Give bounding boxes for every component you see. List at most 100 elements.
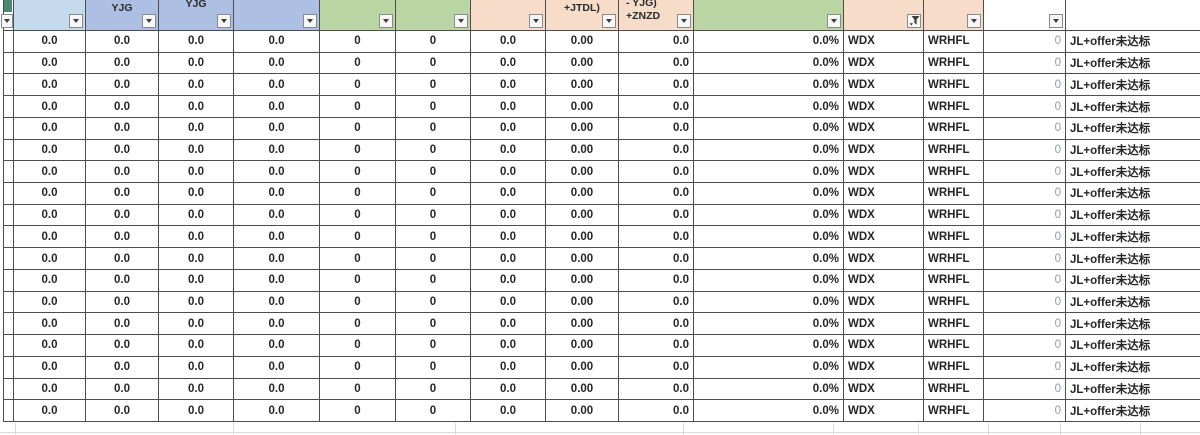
cell-r11-col-1[interactable] [4, 248, 14, 270]
cell-r3-col-13[interactable]: WRHFL [924, 74, 984, 97]
cell-r6-col-1[interactable] [4, 139, 14, 162]
cell-r7-col-6[interactable]: 0 [320, 161, 396, 184]
cell-r13-col-7[interactable]: 0 [396, 291, 471, 314]
cell-r16-col-13[interactable]: WRHFL [924, 356, 984, 379]
cell-r9-col-11[interactable]: 0.0% [694, 204, 844, 227]
cell-r2-col-13[interactable]: WRHFL [924, 52, 984, 75]
cell-r12-col-2[interactable]: 0.0 [14, 269, 86, 292]
cell-r11-col-2[interactable]: 0.0 [14, 248, 86, 270]
cell-r5-col-7[interactable]: 0 [396, 117, 471, 140]
cell-r4-col-1[interactable] [4, 96, 14, 118]
cell-r7-col-9[interactable]: 0.00 [546, 161, 619, 184]
cell-r7-col-11[interactable]: 0.0% [694, 161, 844, 184]
cell-r10-col-7[interactable]: 0 [396, 226, 471, 249]
filter-dropdown-button-col-11[interactable] [827, 14, 841, 28]
filter-dropdown-button-col-10[interactable] [677, 14, 691, 28]
cell-r2-col-10[interactable]: 0.0 [619, 52, 694, 75]
cell-r6-col-8[interactable]: 0.0 [471, 139, 546, 162]
cell-r3-col-10[interactable]: 0.0 [619, 74, 694, 97]
cell-r18-col-9[interactable]: 0.00 [546, 400, 619, 422]
cell-r17-col-15[interactable]: JL+offer未达标 [1066, 379, 1200, 401]
cell-r5-col-12[interactable]: WDX [844, 117, 924, 140]
cell-r16-col-10[interactable]: 0.0 [619, 356, 694, 379]
cell-r5-col-13[interactable]: WRHFL [924, 117, 984, 140]
cell-r17-col-6[interactable]: 0 [320, 378, 396, 401]
cell-r7-col-5[interactable]: 0.0 [234, 161, 320, 184]
cell-r13-col-5[interactable]: 0.0 [234, 291, 320, 314]
cell-r1-col-5[interactable]: 0.0 [234, 31, 320, 53]
cell-r5-col-9[interactable]: 0.00 [546, 117, 619, 140]
cell-r15-col-12[interactable]: WDX [844, 335, 924, 357]
cell-r18-col-7[interactable]: 0 [396, 400, 471, 422]
filter-dropdown-button-col-13[interactable] [967, 14, 981, 28]
cell-r10-col-13[interactable]: WRHFL [924, 226, 984, 249]
cell-r16-col-1[interactable] [4, 356, 14, 379]
cell-r12-col-11[interactable]: 0.0% [694, 269, 844, 292]
cell-r11-col-5[interactable]: 0.0 [234, 248, 320, 270]
cell-r16-col-7[interactable]: 0 [396, 356, 471, 379]
cell-r18-col-13[interactable]: WRHFL [924, 400, 984, 422]
cell-r1-col-4[interactable]: 0.0 [159, 31, 234, 53]
cell-r4-col-4[interactable]: 0.0 [159, 96, 234, 118]
cell-r11-col-4[interactable]: 0.0 [159, 248, 234, 270]
cell-r13-col-13[interactable]: WRHFL [924, 291, 984, 314]
cell-r10-col-4[interactable]: 0.0 [159, 226, 234, 249]
cell-r9-col-14[interactable]: 0 [984, 204, 1066, 227]
cell-r6-col-14[interactable]: 0 [984, 139, 1066, 162]
cell-r14-col-9[interactable]: 0.00 [546, 313, 619, 336]
cell-r1-col-3[interactable]: 0.0 [86, 31, 159, 53]
cell-r2-col-2[interactable]: 0.0 [14, 52, 86, 75]
cell-r4-col-3[interactable]: 0.0 [86, 96, 159, 118]
cell-r10-col-15[interactable]: JL+offer未达标 [1066, 226, 1200, 249]
cell-r5-col-8[interactable]: 0.0 [471, 117, 546, 140]
cell-r7-col-13[interactable]: WRHFL [924, 161, 984, 184]
cell-r2-col-1[interactable] [4, 52, 14, 75]
cell-r18-col-14[interactable]: 0 [984, 400, 1066, 422]
cell-r16-col-4[interactable]: 0.0 [159, 356, 234, 379]
cell-r18-col-11[interactable]: 0.0% [694, 400, 844, 422]
cell-r5-col-2[interactable]: 0.0 [14, 117, 86, 140]
cell-r17-col-13[interactable]: WRHFL [924, 378, 984, 401]
cell-r13-col-4[interactable]: 0.0 [159, 291, 234, 314]
filter-active-button-col-12[interactable] [907, 14, 921, 28]
cell-r16-col-9[interactable]: 0.00 [546, 356, 619, 379]
cell-r11-col-8[interactable]: 0.0 [471, 248, 546, 270]
cell-r6-col-10[interactable]: 0.0 [619, 139, 694, 162]
cell-r14-col-2[interactable]: 0.0 [14, 313, 86, 336]
cell-r13-col-1[interactable] [4, 291, 14, 314]
cell-r18-col-1[interactable] [4, 400, 14, 422]
cell-r3-col-1[interactable] [4, 74, 14, 97]
cell-r12-col-6[interactable]: 0 [320, 269, 396, 292]
cell-r13-col-6[interactable]: 0 [320, 291, 396, 314]
cell-r18-col-10[interactable]: 0.0 [619, 400, 694, 422]
cell-r5-col-5[interactable]: 0.0 [234, 117, 320, 140]
cell-r12-col-1[interactable] [4, 269, 14, 292]
cell-r9-col-3[interactable]: 0.0 [86, 204, 159, 227]
cell-r2-col-11[interactable]: 0.0% [694, 52, 844, 75]
filter-dropdown-button-col-6[interactable] [379, 14, 393, 28]
cell-r7-col-15[interactable]: JL+offer未达标 [1066, 161, 1200, 184]
cell-r14-col-6[interactable]: 0 [320, 313, 396, 336]
cell-r11-col-15[interactable]: JL+offer未达标 [1066, 248, 1200, 270]
cell-r14-col-5[interactable]: 0.0 [234, 313, 320, 336]
cell-r12-col-12[interactable]: WDX [844, 269, 924, 292]
cell-r6-col-7[interactable]: 0 [396, 139, 471, 162]
cell-r17-col-2[interactable]: 0.0 [14, 378, 86, 401]
cell-r3-col-3[interactable]: 0.0 [86, 74, 159, 97]
cell-r15-col-9[interactable]: 0.00 [546, 335, 619, 357]
filter-dropdown-button-col-5[interactable] [303, 14, 317, 28]
cell-r7-col-14[interactable]: 0 [984, 161, 1066, 184]
cell-r4-col-6[interactable]: 0 [320, 96, 396, 118]
cell-r9-col-2[interactable]: 0.0 [14, 204, 86, 227]
cell-r14-col-1[interactable] [4, 313, 14, 336]
cell-r17-col-7[interactable]: 0 [396, 378, 471, 401]
cell-r6-col-6[interactable]: 0 [320, 139, 396, 162]
cell-r18-col-3[interactable]: 0.0 [86, 400, 159, 422]
cell-r15-col-15[interactable]: JL+offer未达标 [1066, 335, 1200, 357]
cell-r7-col-4[interactable]: 0.0 [159, 161, 234, 184]
cell-r5-col-4[interactable]: 0.0 [159, 117, 234, 140]
filter-dropdown-button-col-2[interactable] [69, 14, 83, 28]
cell-r17-col-4[interactable]: 0.0 [159, 378, 234, 401]
filter-dropdown-button-col-14[interactable] [1049, 14, 1063, 28]
cell-r7-col-1[interactable] [4, 161, 14, 184]
